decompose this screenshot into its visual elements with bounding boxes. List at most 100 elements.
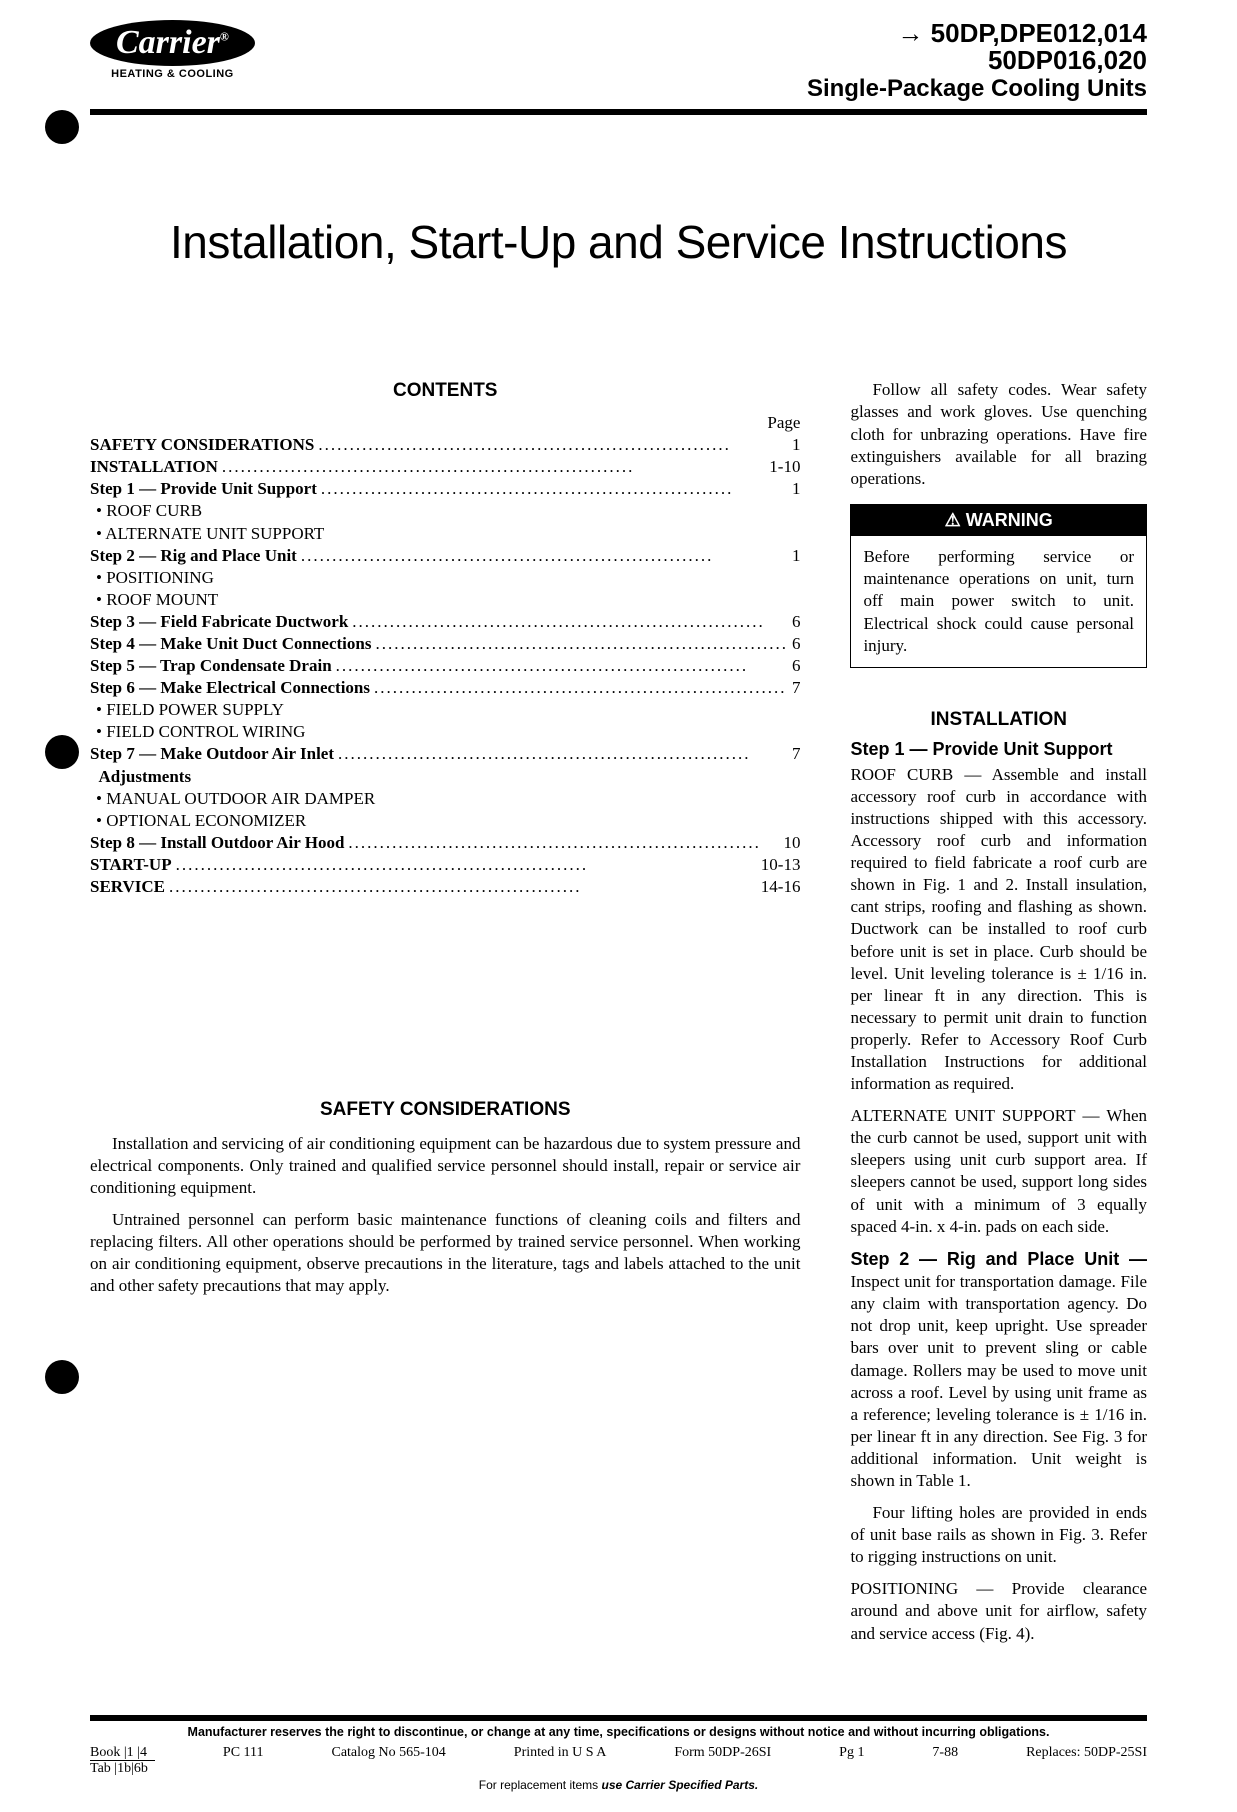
toc-line: • ALTERNATE UNIT SUPPORT: [90, 523, 800, 545]
toc-label: Step 3 — Field Fabricate Ductwork: [90, 611, 348, 633]
toc-line: INSTALLATION 1-10: [90, 456, 800, 478]
warning-box: ⚠ WARNING Before performing service or m…: [850, 504, 1147, 668]
page-footer: Manufacturer reserves the right to disco…: [90, 1715, 1147, 1793]
toc-label: Step 2 — Rig and Place Unit: [90, 545, 297, 567]
toc-leader-dots: [332, 655, 792, 677]
brand-tagline: HEATING & COOLING: [90, 68, 255, 80]
toc-line: Step 4 — Make Unit Duct Connections 6: [90, 633, 800, 655]
page-header: Carrier® HEATING & COOLING → 50DP,DPE012…: [90, 20, 1147, 103]
toc-label: Step 6 — Make Electrical Connections: [90, 677, 370, 699]
step2-title: Step 2 — Rig and Place Unit —: [850, 1249, 1147, 1269]
toc-label: SAFETY CONSIDERATIONS: [90, 434, 314, 456]
toc-label: Step 7 — Make Outdoor Air Inlet Adjustme…: [90, 743, 334, 787]
toc-line: • MANUAL OUTDOOR AIR DAMPER: [90, 788, 800, 810]
table-of-contents: SAFETY CONSIDERATIONS1INSTALLATION1-10St…: [90, 434, 800, 898]
step1-title: Step 1 — Provide Unit Support: [850, 738, 1147, 761]
step2-paragraph-3: POSITIONING — Provide clearance around a…: [850, 1578, 1147, 1644]
toc-leader-dots: [371, 633, 792, 655]
toc-label: • MANUAL OUTDOOR AIR DAMPER: [96, 788, 375, 810]
step2-text-1: Inspect unit for transportation damage. …: [850, 1272, 1147, 1490]
page-title: Installation, Start-Up and Service Instr…: [90, 215, 1147, 269]
footer-book: Book |1 |4: [90, 1745, 155, 1761]
step2-paragraph-1: Step 2 — Rig and Place Unit — Inspect un…: [850, 1248, 1147, 1492]
toc-leader-dots: [172, 854, 761, 876]
contents-heading: CONTENTS: [90, 379, 800, 404]
toc-page: 1: [792, 478, 801, 500]
punch-hole-bot: [45, 1360, 79, 1394]
toc-line: • ROOF CURB: [90, 500, 800, 522]
safety-paragraph-2: Untrained personnel can perform basic ma…: [90, 1209, 800, 1297]
toc-label: • ROOF MOUNT: [96, 589, 218, 611]
toc-page: 6: [792, 611, 801, 633]
toc-page: 1-10: [769, 456, 800, 478]
footer-rule-thick: [90, 1715, 1147, 1721]
body-columns: CONTENTS Page SAFETY CONSIDERATIONS1INST…: [90, 379, 1147, 1654]
toc-line: Step 2 — Rig and Place Unit 1: [90, 545, 800, 567]
toc-label: Step 4 — Make Unit Duct Connections: [90, 633, 371, 655]
punch-hole-mid: [45, 735, 79, 769]
toc-leader-dots: [348, 611, 792, 633]
intro-paragraph: Follow all safety codes. Wear safety gla…: [850, 379, 1147, 489]
footer-tab: Tab |1b|6b: [90, 1761, 148, 1776]
step1-paragraph-2: ALTERNATE UNIT SUPPORT — When the curb c…: [850, 1105, 1147, 1238]
product-type: Single-Package Cooling Units: [807, 75, 1147, 104]
toc-leader-dots: [334, 743, 792, 765]
toc-label: • OPTIONAL ECONOMIZER: [96, 810, 306, 832]
toc-line: SERVICE 14-16: [90, 876, 800, 898]
model-line-1: → 50DP,DPE012,014: [807, 20, 1147, 47]
model-block: → 50DP,DPE012,014 50DP016,020 Single-Pac…: [807, 20, 1147, 103]
footer-pc: PC 111: [223, 1745, 264, 1761]
toc-leader-dots: [317, 478, 792, 500]
toc-label: • ROOF CURB: [96, 500, 202, 522]
footer-date: 7-88: [932, 1745, 958, 1761]
warning-heading: ⚠ WARNING: [851, 505, 1146, 536]
toc-label: Step 8 — Install Outdoor Air Hood: [90, 832, 344, 854]
footer-parts-note: For replacement items use Carrier Specif…: [90, 1778, 1147, 1792]
toc-line: • ROOF MOUNT: [90, 589, 800, 611]
model-line-2: 50DP016,020: [807, 47, 1147, 74]
toc-page: 1: [792, 545, 801, 567]
brand-logo: Carrier®: [90, 20, 255, 66]
footer-book-tab: Book |1 |4 Tab |1b|6b: [90, 1745, 155, 1777]
header-rule: [90, 109, 1147, 115]
toc-label: • FIELD POWER SUPPLY: [96, 699, 284, 721]
step2-paragraph-2: Four lifting holes are provided in ends …: [850, 1502, 1147, 1568]
toc-line: • FIELD POWER SUPPLY: [90, 699, 800, 721]
toc-line: Step 1 — Provide Unit Support 1: [90, 478, 800, 500]
toc-leader-dots: [344, 832, 783, 854]
toc-label: Step 5 — Trap Condensate Drain: [90, 655, 332, 677]
toc-label: SERVICE: [90, 876, 165, 898]
brand-logo-text: Carrier: [116, 24, 220, 61]
toc-label: Step 1 — Provide Unit Support: [90, 478, 317, 500]
toc-label: • FIELD CONTROL WIRING: [96, 721, 305, 743]
step1-paragraph-1: ROOF CURB — Assemble and install accesso…: [850, 764, 1147, 1095]
right-column: Follow all safety codes. Wear safety gla…: [850, 379, 1147, 1654]
left-column: CONTENTS Page SAFETY CONSIDERATIONS1INST…: [90, 379, 800, 1654]
toc-line: SAFETY CONSIDERATIONS1: [90, 434, 800, 456]
footer-replaces: Replaces: 50DP-25SI: [1026, 1745, 1147, 1761]
toc-line: Step 7 — Make Outdoor Air Inlet Adjustme…: [90, 743, 800, 787]
footer-printed: Printed in U S A: [514, 1745, 607, 1761]
toc-leader-dots: [314, 434, 792, 456]
toc-line: Step 3 — Field Fabricate Ductwork 6: [90, 611, 800, 633]
footer-pg: Pg 1: [839, 1745, 864, 1761]
footer-form: Form 50DP-26SI: [674, 1745, 771, 1761]
toc-page: 6: [792, 655, 801, 677]
toc-leader-dots: [370, 677, 792, 699]
toc-line: • POSITIONING: [90, 567, 800, 589]
toc-page: 14-16: [761, 876, 801, 898]
toc-page: 7: [792, 677, 801, 699]
toc-label: INSTALLATION: [90, 456, 218, 478]
toc-label: START-UP: [90, 854, 172, 876]
toc-label: • POSITIONING: [96, 567, 214, 589]
toc-line: Step 6 — Make Electrical Connections 7: [90, 677, 800, 699]
toc-page: 6: [792, 633, 801, 655]
toc-line: Step 5 — Trap Condensate Drain 6: [90, 655, 800, 677]
footer-disclaimer: Manufacturer reserves the right to disco…: [90, 1725, 1147, 1739]
toc-page: 7: [792, 743, 801, 765]
warning-body: Before performing service or maintenance…: [851, 536, 1146, 666]
toc-page: 10: [783, 832, 800, 854]
safety-heading: SAFETY CONSIDERATIONS: [90, 1098, 800, 1123]
toc-line: • OPTIONAL ECONOMIZER: [90, 810, 800, 832]
toc-leader-dots: [218, 456, 769, 478]
